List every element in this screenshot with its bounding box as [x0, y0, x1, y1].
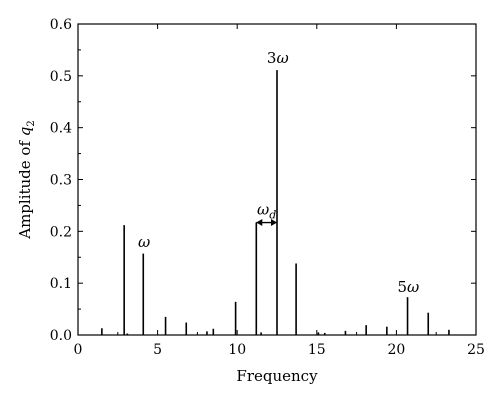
peak-annotation: 3ω: [267, 49, 289, 67]
x-tick-label: 20: [387, 342, 405, 358]
y-tick-label: 0.1: [50, 276, 72, 292]
y-tick-label: 0.6: [50, 17, 72, 33]
x-tick-label: 0: [74, 342, 83, 358]
x-axis-label: Frequency: [236, 367, 318, 385]
y-axis-label-prefix: Amplitude of: [16, 136, 34, 240]
bracket-arrow-left: [256, 219, 263, 227]
y-tick-label: 0.3: [50, 173, 72, 189]
omega-d-label: ωd: [257, 201, 276, 222]
y-axis-label: Amplitude of q2: [16, 120, 37, 240]
y-axis-label-sub: 2: [26, 120, 37, 126]
y-tick-label: 0.2: [50, 224, 72, 240]
peak-annotation: 5ω: [397, 278, 419, 296]
y-tick-label: 0.4: [50, 121, 72, 137]
x-tick-label: 10: [228, 342, 246, 358]
y-tick-label: 0.0: [50, 328, 72, 344]
y-tick-label: 0.5: [50, 69, 72, 85]
omega-d-subscript: d: [269, 209, 276, 222]
x-tick-label: 15: [308, 342, 326, 358]
y-axis-label-var: q: [16, 127, 34, 137]
annotation-omega: ω: [276, 49, 288, 67]
annotation-multiplier: 5: [397, 278, 407, 296]
x-tick-label: 25: [467, 342, 485, 358]
annotation-omega: ω: [138, 233, 150, 251]
peak-annotation: ω: [138, 233, 150, 251]
annotation-multiplier: 3: [267, 49, 277, 67]
omega-d-symbol: ω: [257, 201, 269, 219]
bracket-arrow-right: [271, 219, 277, 227]
peaks: [101, 70, 450, 335]
x-tick-label: 5: [153, 342, 162, 358]
annotation-omega: ω: [407, 278, 419, 296]
axes: 0 5 10 15 20 25 0.0 0.1 0.2 0.3 0.4 0.5 0.6: [50, 17, 485, 358]
